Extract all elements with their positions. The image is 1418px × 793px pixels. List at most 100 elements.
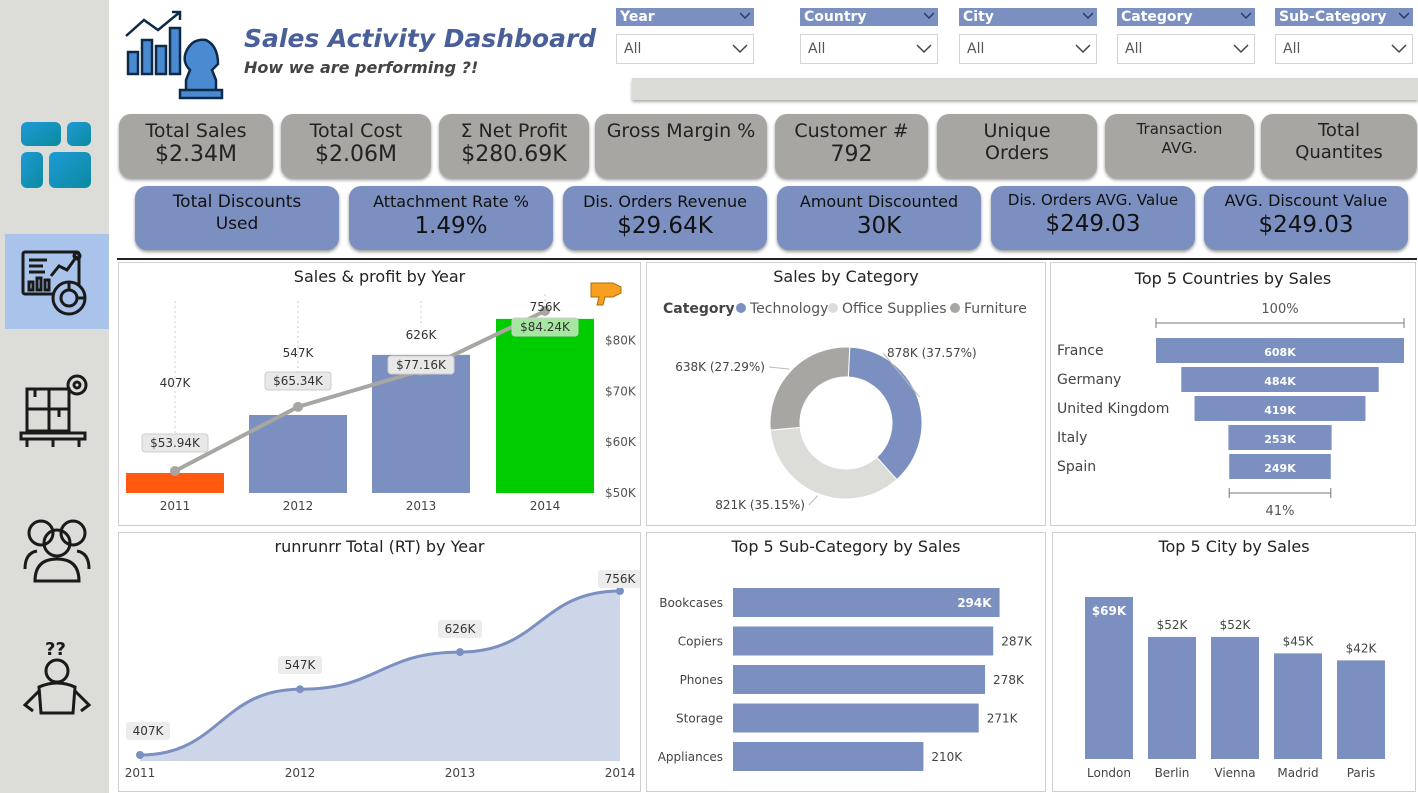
slicer-year[interactable]: Year All — [616, 8, 754, 64]
y2-tick-label: $60K — [605, 435, 637, 449]
chart-title: Top 5 Sub-Category by Sales — [731, 537, 961, 556]
slicer-subcategory-dropdown[interactable]: All — [1275, 34, 1413, 64]
bar — [249, 414, 347, 493]
x-tick-label: 2013 — [445, 766, 476, 780]
chevron-down-icon — [740, 12, 750, 20]
nav-dashboard[interactable] — [5, 112, 109, 196]
slicer-city-dropdown[interactable]: All — [959, 34, 1097, 64]
area-point — [456, 648, 464, 657]
legend-label: Furniture — [964, 301, 1027, 317]
slicer-subcategory[interactable]: Sub-Category All — [1275, 8, 1413, 64]
bar — [733, 665, 986, 694]
bar-data-label: $69K — [1092, 604, 1127, 618]
x-tick-label: 2012 — [283, 499, 314, 513]
sales-data-label: 407K — [160, 376, 192, 390]
bar-data-label: 419K — [1264, 404, 1296, 417]
bar — [372, 354, 470, 493]
bar — [496, 318, 594, 493]
area-data-label: 626K — [445, 622, 477, 636]
profit-data-label: $84.24K — [520, 320, 571, 334]
area-data-label: 407K — [133, 724, 165, 738]
profit-data-label: $77.16K — [396, 358, 447, 372]
chevron-down-icon — [1399, 12, 1409, 20]
bar-data-label: $45K — [1283, 634, 1315, 648]
leader-line — [808, 495, 818, 506]
area-point — [136, 751, 144, 759]
sales-data-label: 756K — [530, 300, 562, 314]
kpi-total-quantities: Total Quantites — [1261, 114, 1417, 178]
category-label: Spain — [1057, 459, 1096, 475]
sales-data-label: 547K — [283, 346, 315, 360]
donut-slice — [769, 426, 898, 500]
bar-data-label: $52K — [1157, 618, 1189, 632]
y2-tick-label: $50K — [605, 486, 637, 500]
drill-icon — [590, 282, 622, 306]
slicer-country[interactable]: Country All — [800, 8, 938, 64]
kpi-dis-orders-revenue: Dis. Orders Revenue $29.64K — [563, 186, 767, 250]
profit-label-box — [264, 371, 332, 391]
funnel-bar — [1228, 425, 1332, 450]
top-countries-chart: 100% France 608K Germany 484K United Kingdom 4… — [1057, 302, 1405, 519]
x-tick-label: London — [1087, 766, 1131, 780]
bar — [733, 742, 924, 771]
bar-data-label: $52K — [1220, 618, 1252, 632]
nav-customers[interactable] — [5, 500, 109, 590]
kpi-customer-count: Customer # 792 — [775, 114, 928, 178]
bar — [1274, 653, 1322, 759]
kpi-unique-orders: Unique Orders — [937, 114, 1097, 178]
panel-top-city: Top 5 City by Sales $69K London $52K Berlin… — [1052, 532, 1416, 792]
kpi-total-cost: Total Cost $2.06M — [281, 114, 431, 178]
slicer-year-dropdown[interactable]: All — [616, 34, 754, 64]
funnel-bar — [1156, 338, 1404, 363]
slicer-category[interactable]: Category All — [1117, 8, 1255, 64]
area-data-label: 547K — [285, 658, 317, 672]
slicer-country-header: Country — [800, 8, 938, 26]
chart-title: runrunrr Total (RT) by Year — [274, 537, 485, 556]
bar — [733, 703, 979, 733]
bar-data-label: $42K — [1346, 641, 1378, 655]
nav-questions[interactable]: ?? — [5, 630, 109, 720]
chevron-down-icon — [1083, 12, 1093, 20]
x-tick-label: 2014 — [605, 766, 636, 780]
sales-point — [170, 466, 180, 476]
category-label: Phones — [680, 673, 723, 687]
kpi-net-profit: Σ Net Profit $280.69K — [439, 114, 589, 178]
x-tick-label: 2014 — [530, 499, 561, 513]
chevron-down-icon — [924, 12, 934, 20]
bar — [1211, 636, 1259, 759]
slicer-city-header: City — [959, 8, 1097, 26]
slicer-subcategory-header: Sub-Category — [1275, 8, 1413, 26]
chevron-down-icon — [1391, 44, 1407, 54]
slicer-country-dropdown[interactable]: All — [800, 34, 938, 64]
profit-label-box — [511, 317, 579, 337]
slicer-city[interactable]: City All — [959, 8, 1097, 64]
bar-data-label: 249K — [1264, 462, 1296, 475]
slice-data-label: 821K (35.15%) — [715, 498, 805, 512]
dashboard-title: Sales Activity Dashboard — [244, 24, 597, 53]
nav-inventory[interactable] — [5, 360, 109, 456]
slicer-shadow-bar — [632, 78, 1418, 100]
slice-data-label: 878K (37.57%) — [887, 346, 977, 360]
area-point — [616, 587, 624, 595]
slicer-category-dropdown[interactable]: All — [1117, 34, 1255, 64]
sidebar: ?? — [0, 0, 109, 793]
category-label: United Kingdom — [1057, 401, 1169, 417]
data-label-box — [278, 656, 322, 674]
dashboard-tiles-icon — [21, 122, 91, 188]
bar — [1148, 636, 1196, 759]
leader-line — [768, 366, 790, 370]
data-label-box — [126, 722, 170, 740]
customers-group-icon — [23, 519, 91, 583]
nav-analytics[interactable] — [5, 234, 109, 329]
legend-marker — [736, 303, 746, 313]
y2-tick-label: $70K — [605, 384, 637, 398]
x-tick-label: 2012 — [285, 766, 316, 780]
category-label: Bookcases — [659, 596, 723, 610]
funnel-bar — [1229, 454, 1331, 479]
profit-label-box — [387, 355, 455, 375]
area-data-label: 756K — [605, 572, 637, 586]
leader-line — [882, 352, 920, 398]
profit-label-box — [141, 433, 209, 453]
x-tick-label: Paris — [1347, 766, 1376, 780]
